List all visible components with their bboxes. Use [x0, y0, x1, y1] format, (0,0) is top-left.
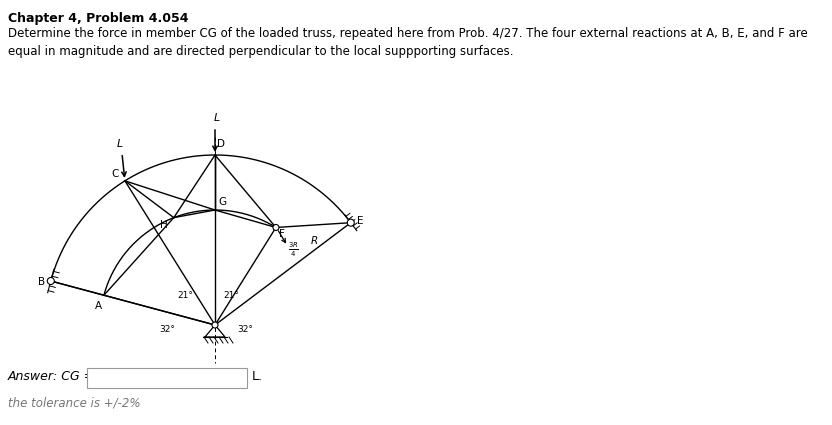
Circle shape [47, 278, 54, 284]
Text: 21°: 21° [177, 291, 193, 300]
Text: C: C [111, 169, 119, 179]
Circle shape [212, 322, 218, 328]
Bar [87, 368, 247, 388]
Text: L: L [214, 113, 220, 123]
Text: 21°: 21° [223, 291, 239, 300]
Text: H: H [160, 220, 168, 230]
Text: L: L [116, 139, 123, 149]
Text: B: B [37, 277, 45, 287]
Text: R: R [311, 236, 318, 246]
Text: 32°: 32° [159, 326, 175, 334]
Text: Determine the force in member CG of the loaded truss, repeated here from Prob. 4: Determine the force in member CG of the … [8, 27, 808, 58]
Circle shape [273, 224, 279, 230]
Text: A: A [95, 301, 102, 311]
Circle shape [347, 219, 354, 226]
Text: 32°: 32° [237, 326, 253, 334]
Text: the tolerance is +/-2%: the tolerance is +/-2% [8, 396, 141, 409]
Text: Answer: CG =: Answer: CG = [8, 370, 95, 383]
Text: $\frac{3R}{4}$: $\frac{3R}{4}$ [288, 241, 299, 258]
Text: D: D [217, 139, 225, 149]
Text: F: F [279, 230, 285, 239]
Text: G: G [218, 197, 226, 207]
Text: Chapter 4, Problem 4.054: Chapter 4, Problem 4.054 [8, 12, 189, 25]
Text: E: E [357, 216, 364, 226]
Text: L.: L. [252, 370, 263, 383]
